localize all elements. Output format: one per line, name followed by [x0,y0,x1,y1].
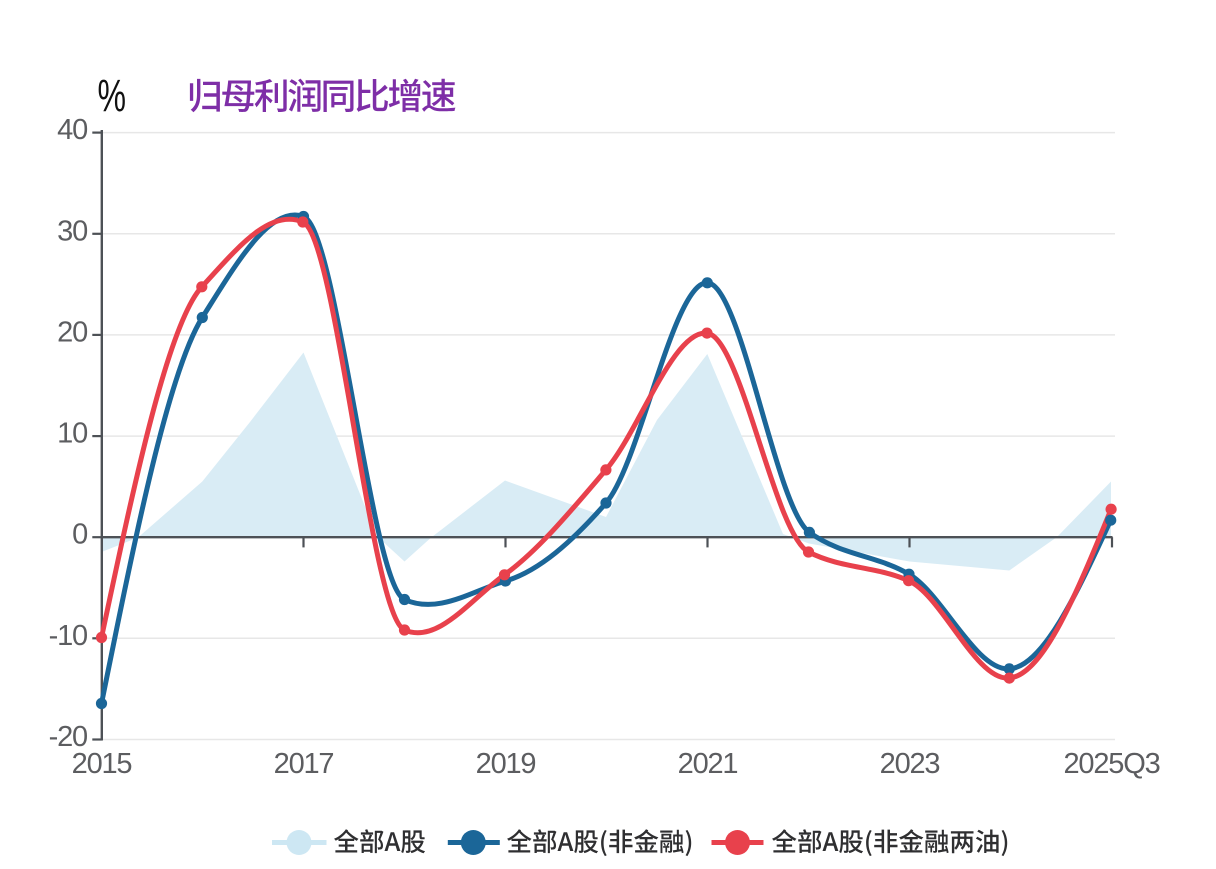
svg-text:2025Q3: 2025Q3 [1064,748,1160,780]
svg-text:2021: 2021 [678,748,738,780]
svg-text:2023: 2023 [880,748,940,780]
svg-text:-20: -20 [49,721,87,753]
svg-text:0: 0 [72,519,87,551]
svg-text:10: 10 [57,418,87,450]
svg-text:%: % [98,70,127,121]
svg-text:20: 20 [57,316,87,348]
svg-text:30: 30 [57,215,87,247]
svg-text:2019: 2019 [476,748,536,780]
svg-text:2015: 2015 [72,748,132,780]
svg-text:2017: 2017 [274,748,334,780]
svg-text:-10: -10 [49,620,87,652]
svg-text:40: 40 [57,114,87,146]
